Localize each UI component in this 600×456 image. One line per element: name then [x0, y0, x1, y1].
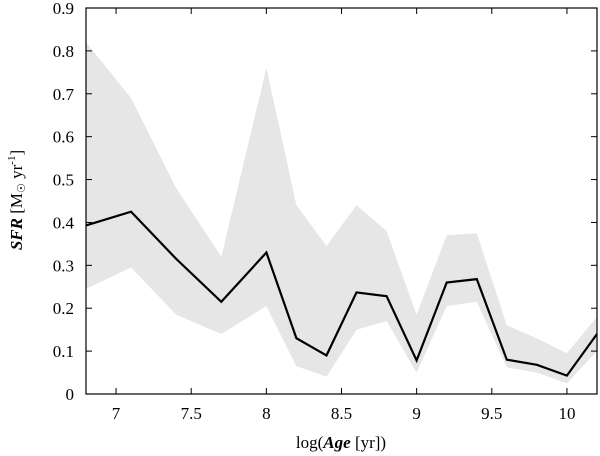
plot-area: 7 7.5 8 8.5 9 9.5 10 0 0.1 0.2 0.3 0.4 0.5 0.6 0.7 0.8 0…: [53, 0, 598, 423]
y-tick-label: 0: [66, 385, 75, 404]
y-tick-label: 0.3: [53, 256, 74, 275]
y-tick-label: 0.4: [53, 213, 75, 232]
y-axis-label: SFR [M☉ yr-1]: [6, 150, 28, 250]
y-tick-label: 0.2: [53, 299, 74, 318]
x-tick-label: 8: [262, 404, 271, 423]
plot-frame: [85, 7, 598, 395]
x-axis-label: log(Age [yr]): [296, 433, 386, 452]
y-tick-label: 0.8: [53, 42, 74, 61]
x-tick-label: 10: [558, 404, 575, 423]
y-tick-label: 0.9: [53, 0, 74, 18]
uncertainty-band: [86, 42, 597, 384]
x-tick-label: 7: [112, 404, 121, 423]
x-tick-label: 9.5: [481, 404, 502, 423]
y-tick-label: 0.5: [53, 171, 74, 190]
x-tick-label: 8.5: [331, 404, 352, 423]
x-tick-label: 7.5: [181, 404, 202, 423]
y-tick-label: 0.7: [53, 85, 75, 104]
x-tick-label: 9: [412, 404, 421, 423]
y-tick-label: 0.1: [53, 342, 74, 361]
y-tick-label: 0.6: [53, 128, 74, 147]
sfr-line-series-0: [85, 210, 598, 377]
